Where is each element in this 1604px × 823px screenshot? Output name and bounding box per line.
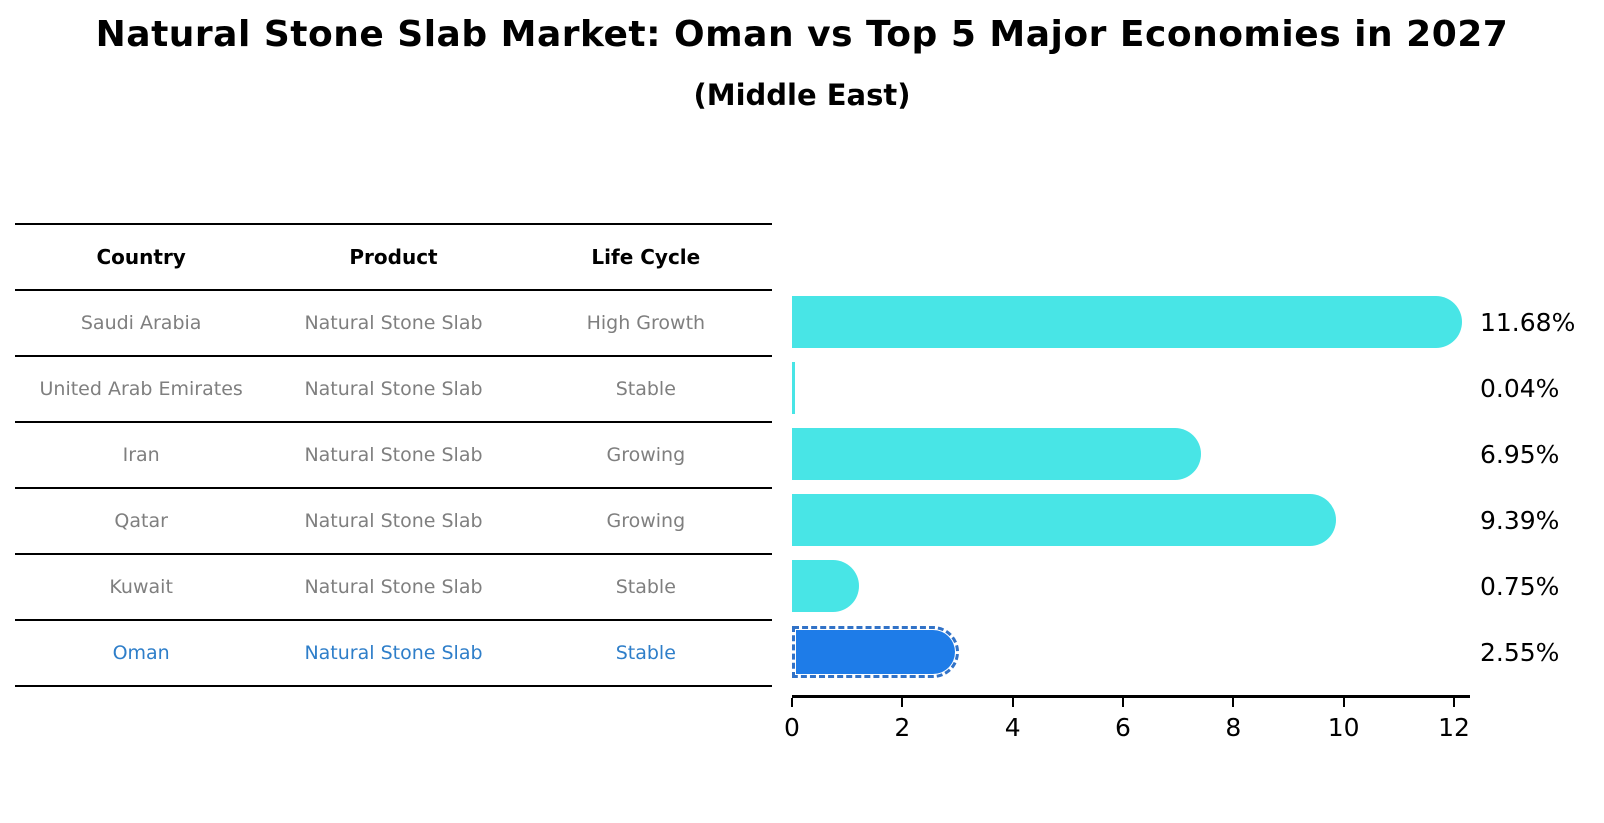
table-header-row: Country Product Life Cycle [15,225,772,291]
table-row: United Arab Emirates Natural Stone Slab St… [15,357,772,423]
column-header: Product [349,245,438,269]
x-axis-tick [1342,698,1345,707]
x-axis-tick [1011,698,1014,707]
cell-product: Natural Stone Slab [304,510,483,532]
x-axis-tick [901,698,904,707]
cell-life-cycle: Stable [615,378,676,400]
bar-value-label: 9.39% [1480,505,1560,535]
cell-life-cycle: Growing [606,444,686,466]
cell-country: Oman [112,642,170,664]
table-row: Iran Natural Stone Slab Growing [15,423,772,489]
bar-iran [792,428,1202,480]
x-axis-tick [1122,698,1124,707]
cell-life-cycle: Stable [615,576,676,598]
cell-country: United Arab Emirates [39,378,243,400]
bar-saudi-arabia [792,296,1463,348]
bar-value-label: 0.04% [1480,373,1560,403]
column-header: Life Cycle [591,245,701,269]
cell-country: Kuwait [109,576,173,598]
x-tick-label: 2 [894,713,911,742]
x-axis-tick [1232,698,1235,707]
cell-country: Qatar [114,510,168,532]
x-axis-tick [791,698,793,707]
x-tick-label: 6 [1115,713,1131,742]
cell-country: Saudi Arabia [80,312,202,334]
cell-country: Iran [122,444,160,466]
cell-product: Natural Stone Slab [304,312,483,334]
table-row: Qatar Natural Stone Slab Growing [15,489,772,555]
bar-qatar [792,494,1336,546]
bar-kuwait [792,560,860,612]
cell-life-cycle: High Growth [586,312,706,334]
bar-value-label: 2.55% [1480,637,1560,667]
table-row: Oman Natural Stone Slab Stable [15,621,772,687]
bar-value-label: 6.95% [1480,439,1560,469]
cell-product: Natural Stone Slab [304,378,483,400]
x-tick-label: 8 [1225,713,1242,742]
bar-value-label: 0.75% [1480,571,1560,601]
column-header: Country [96,245,186,269]
cell-product: Natural Stone Slab [304,444,483,466]
cell-product: Natural Stone Slab [304,642,483,664]
bar-value-label: 11.68% [1480,307,1576,337]
x-tick-label: 4 [1004,713,1021,742]
x-tick-label: 0 [784,713,800,742]
cell-product: Natural Stone Slab [304,576,483,598]
bar-oman [792,626,959,678]
cell-life-cycle: Stable [615,642,676,664]
bar-united-arab-emirates [792,362,795,414]
table-row: Kuwait Natural Stone Slab Stable [15,555,772,621]
chart-title: Natural Stone Slab Market: Oman vs Top 5… [95,14,1509,55]
x-tick-label: 12 [1438,713,1470,742]
x-axis-tick [1453,698,1455,707]
comparison-table: Country Product Life Cycle Saudi Arabia Natu… [15,223,772,687]
cell-life-cycle: Growing [606,510,686,532]
x-axis-line [792,695,1470,698]
chart-subtitle: (Middle East) [693,78,911,112]
table-row: Saudi Arabia Natural Stone Slab High Growt… [15,291,772,357]
x-tick-label: 10 [1327,713,1360,742]
